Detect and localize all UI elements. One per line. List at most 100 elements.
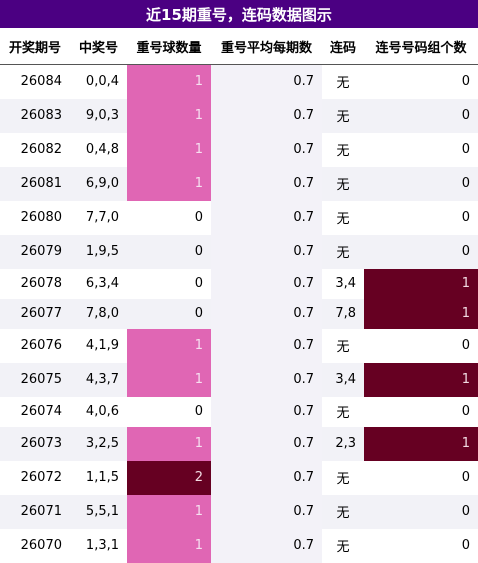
cell-issue: 26072 [0, 460, 70, 495]
table-row: 26080 7,7,0 0 0.7 无 0 [0, 200, 478, 235]
cell-issue: 26080 [0, 200, 70, 235]
cell-repeat-average: 0.7 [211, 132, 322, 167]
table-row: 26071 5,5,1 1 0.7 无 0 [0, 494, 478, 529]
cell-consecutive-groups: 1 [364, 426, 478, 461]
cell-repeat-count: 1 [127, 494, 211, 529]
cell-repeat-average: 0.7 [211, 268, 322, 299]
cell-repeat-count: 0 [127, 234, 211, 269]
cell-numbers: 7,7,0 [70, 200, 127, 235]
cell-repeat-count: 1 [127, 528, 211, 563]
cell-repeat-average: 0.7 [211, 200, 322, 235]
cell-issue: 26079 [0, 234, 70, 269]
cell-consecutive: 无 [322, 328, 364, 363]
cell-numbers: 1,1,5 [70, 460, 127, 495]
cell-issue: 26074 [0, 396, 70, 427]
table-row: 26084 0,0,4 1 0.7 无 0 [0, 64, 478, 99]
cell-issue: 26081 [0, 166, 70, 201]
cell-consecutive-groups: 0 [364, 396, 478, 427]
cell-consecutive-groups: 0 [364, 200, 478, 235]
cell-repeat-count: 1 [127, 362, 211, 397]
cell-numbers: 9,0,3 [70, 98, 127, 133]
header-numbers: 中奖号 [70, 28, 127, 65]
header-repeat-average: 重号平均每期数 [211, 28, 322, 65]
cell-consecutive: 2,3 [322, 426, 364, 461]
cell-numbers: 6,9,0 [70, 166, 127, 201]
cell-consecutive: 无 [322, 460, 364, 495]
cell-numbers: 1,3,1 [70, 528, 127, 563]
header-repeat-count: 重号球数量 [127, 28, 211, 65]
cell-consecutive-groups: 0 [364, 234, 478, 269]
cell-repeat-count: 0 [127, 298, 211, 329]
table-row: 26078 6,3,4 0 0.7 3,4 1 [0, 268, 478, 299]
cell-numbers: 6,3,4 [70, 268, 127, 299]
cell-consecutive: 无 [322, 132, 364, 167]
cell-repeat-count: 0 [127, 396, 211, 427]
cell-numbers: 0,4,8 [70, 132, 127, 167]
page-title: 近15期重号，连码数据图示 [0, 0, 478, 28]
cell-repeat-average: 0.7 [211, 426, 322, 461]
table-row: 26077 7,8,0 0 0.7 7,8 1 [0, 298, 478, 329]
cell-repeat-average: 0.7 [211, 528, 322, 563]
header-row: 开奖期号 中奖号 重号球数量 重号平均每期数 连码 连号号码组个数 [0, 28, 478, 65]
cell-consecutive: 无 [322, 494, 364, 529]
cell-consecutive: 无 [322, 98, 364, 133]
cell-repeat-count: 0 [127, 200, 211, 235]
cell-numbers: 4,3,7 [70, 362, 127, 397]
cell-repeat-count: 1 [127, 328, 211, 363]
cell-issue: 26073 [0, 426, 70, 461]
cell-issue: 26071 [0, 494, 70, 529]
cell-consecutive: 无 [322, 234, 364, 269]
cell-repeat-average: 0.7 [211, 98, 322, 133]
table-row: 26073 3,2,5 1 0.7 2,3 1 [0, 426, 478, 461]
results-table: 开奖期号 中奖号 重号球数量 重号平均每期数 连码 连号号码组个数 26084 0… [0, 28, 478, 563]
cell-repeat-count: 1 [127, 426, 211, 461]
cell-consecutive: 无 [322, 200, 364, 235]
cell-consecutive-groups: 0 [364, 166, 478, 201]
cell-repeat-average: 0.7 [211, 396, 322, 427]
cell-numbers: 4,1,9 [70, 328, 127, 363]
cell-repeat-average: 0.7 [211, 328, 322, 363]
cell-issue: 26076 [0, 328, 70, 363]
cell-repeat-count: 1 [127, 132, 211, 167]
cell-consecutive-groups: 0 [364, 460, 478, 495]
header-consecutive: 连码 [322, 28, 364, 65]
cell-repeat-average: 0.7 [211, 64, 322, 99]
cell-consecutive: 无 [322, 528, 364, 563]
table-row: 26079 1,9,5 0 0.7 无 0 [0, 234, 478, 269]
cell-issue: 26083 [0, 98, 70, 133]
table-row: 26072 1,1,5 2 0.7 无 0 [0, 460, 478, 495]
cell-numbers: 3,2,5 [70, 426, 127, 461]
cell-repeat-average: 0.7 [211, 460, 322, 495]
cell-numbers: 5,5,1 [70, 494, 127, 529]
table-row: 26075 4,3,7 1 0.7 3,4 1 [0, 362, 478, 397]
cell-consecutive: 3,4 [322, 268, 364, 299]
cell-consecutive: 无 [322, 64, 364, 99]
cell-repeat-average: 0.7 [211, 362, 322, 397]
cell-consecutive-groups: 0 [364, 528, 478, 563]
cell-repeat-average: 0.7 [211, 234, 322, 269]
cell-consecutive-groups: 0 [364, 328, 478, 363]
cell-issue: 26078 [0, 268, 70, 299]
table-row: 26074 4,0,6 0 0.7 无 0 [0, 396, 478, 427]
cell-repeat-count: 1 [127, 64, 211, 99]
cell-repeat-average: 0.7 [211, 166, 322, 201]
cell-repeat-count: 1 [127, 98, 211, 133]
cell-numbers: 4,0,6 [70, 396, 127, 427]
cell-numbers: 1,9,5 [70, 234, 127, 269]
cell-consecutive-groups: 0 [364, 132, 478, 167]
header-issue: 开奖期号 [0, 28, 70, 65]
cell-issue: 26077 [0, 298, 70, 329]
cell-consecutive-groups: 1 [364, 362, 478, 397]
table-row: 26076 4,1,9 1 0.7 无 0 [0, 328, 478, 363]
table-row: 26081 6,9,0 1 0.7 无 0 [0, 166, 478, 201]
cell-issue: 26075 [0, 362, 70, 397]
cell-consecutive-groups: 1 [364, 298, 478, 329]
cell-consecutive-groups: 0 [364, 98, 478, 133]
cell-issue: 26084 [0, 64, 70, 99]
cell-repeat-average: 0.7 [211, 298, 322, 329]
table-row: 26083 9,0,3 1 0.7 无 0 [0, 98, 478, 133]
cell-consecutive-groups: 0 [364, 494, 478, 529]
header-consecutive-groups: 连号号码组个数 [364, 28, 478, 65]
cell-numbers: 7,8,0 [70, 298, 127, 329]
cell-consecutive: 无 [322, 396, 364, 427]
